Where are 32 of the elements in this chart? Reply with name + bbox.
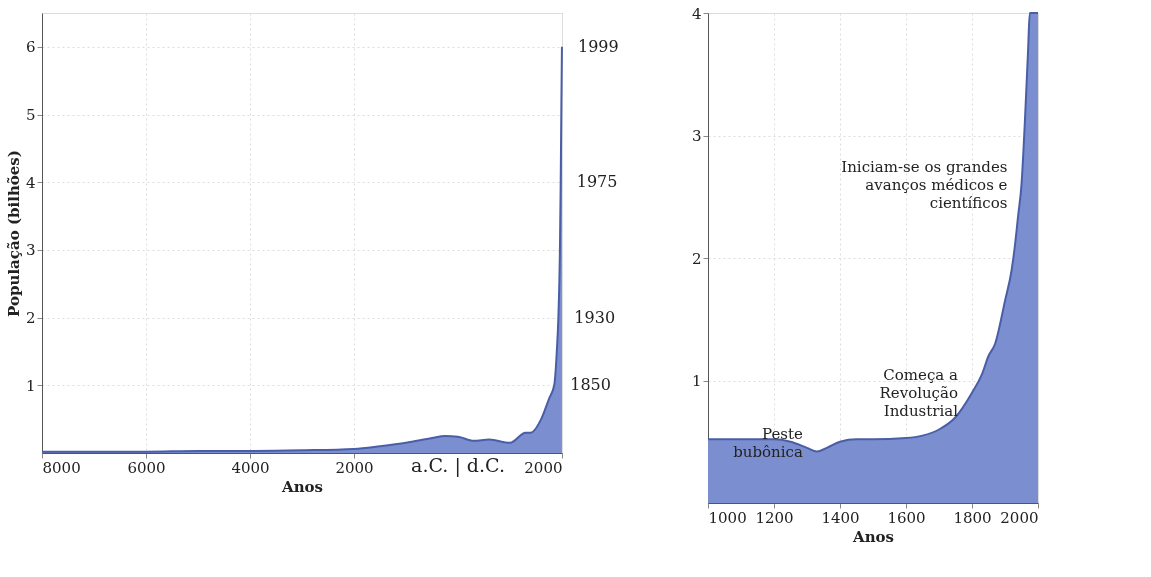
y-tick-label: 3 bbox=[25, 241, 36, 260]
x-axis-title: Anos bbox=[852, 527, 894, 546]
annotation: Começa a Revolução Industrial bbox=[879, 365, 959, 420]
x-tick-label: 1000 bbox=[708, 508, 747, 527]
x-tick-label: 1600 bbox=[887, 508, 926, 527]
annotation: 1850 bbox=[570, 375, 611, 395]
y-tick-label: 4 bbox=[691, 4, 702, 23]
x-tick-label: 6000 bbox=[127, 458, 166, 477]
annotation: 1930 bbox=[574, 307, 616, 327]
text: a.C. | d.C. bbox=[411, 454, 505, 477]
y-tick-label: 3 bbox=[691, 127, 702, 145]
x-tick-label: 1400 bbox=[821, 508, 860, 527]
x-axis-title: Anos bbox=[281, 477, 323, 496]
x-tick-label: 2000 bbox=[1000, 508, 1039, 527]
y-axis-title: População (bilhões) bbox=[4, 150, 23, 317]
annotation: 1975 bbox=[576, 172, 618, 192]
y-tick-label: 2 bbox=[691, 249, 702, 268]
y-tick-label: 6 bbox=[25, 38, 36, 57]
x-tick-label: 8000 bbox=[42, 458, 81, 477]
annotation: Peste bubônica bbox=[733, 424, 804, 461]
annotation: 1999 bbox=[577, 36, 619, 56]
x-tick-label: 2000 bbox=[524, 458, 563, 477]
y-tick-label: 2 bbox=[25, 309, 36, 328]
y-tick-label: 1 bbox=[25, 376, 36, 395]
x-tick-label: 1200 bbox=[755, 508, 794, 527]
y-tick-label: 5 bbox=[25, 106, 36, 125]
x-tick-label: 4000 bbox=[231, 458, 270, 477]
x-tick-label: 1800 bbox=[953, 508, 992, 527]
y-tick-label: 4 bbox=[25, 173, 36, 192]
y-tick-label: 1 bbox=[691, 372, 702, 390]
annotation: Iniciam-se os grandes avanços médicos e científicos bbox=[841, 157, 1008, 212]
x-tick-label: 2000 bbox=[335, 458, 374, 477]
